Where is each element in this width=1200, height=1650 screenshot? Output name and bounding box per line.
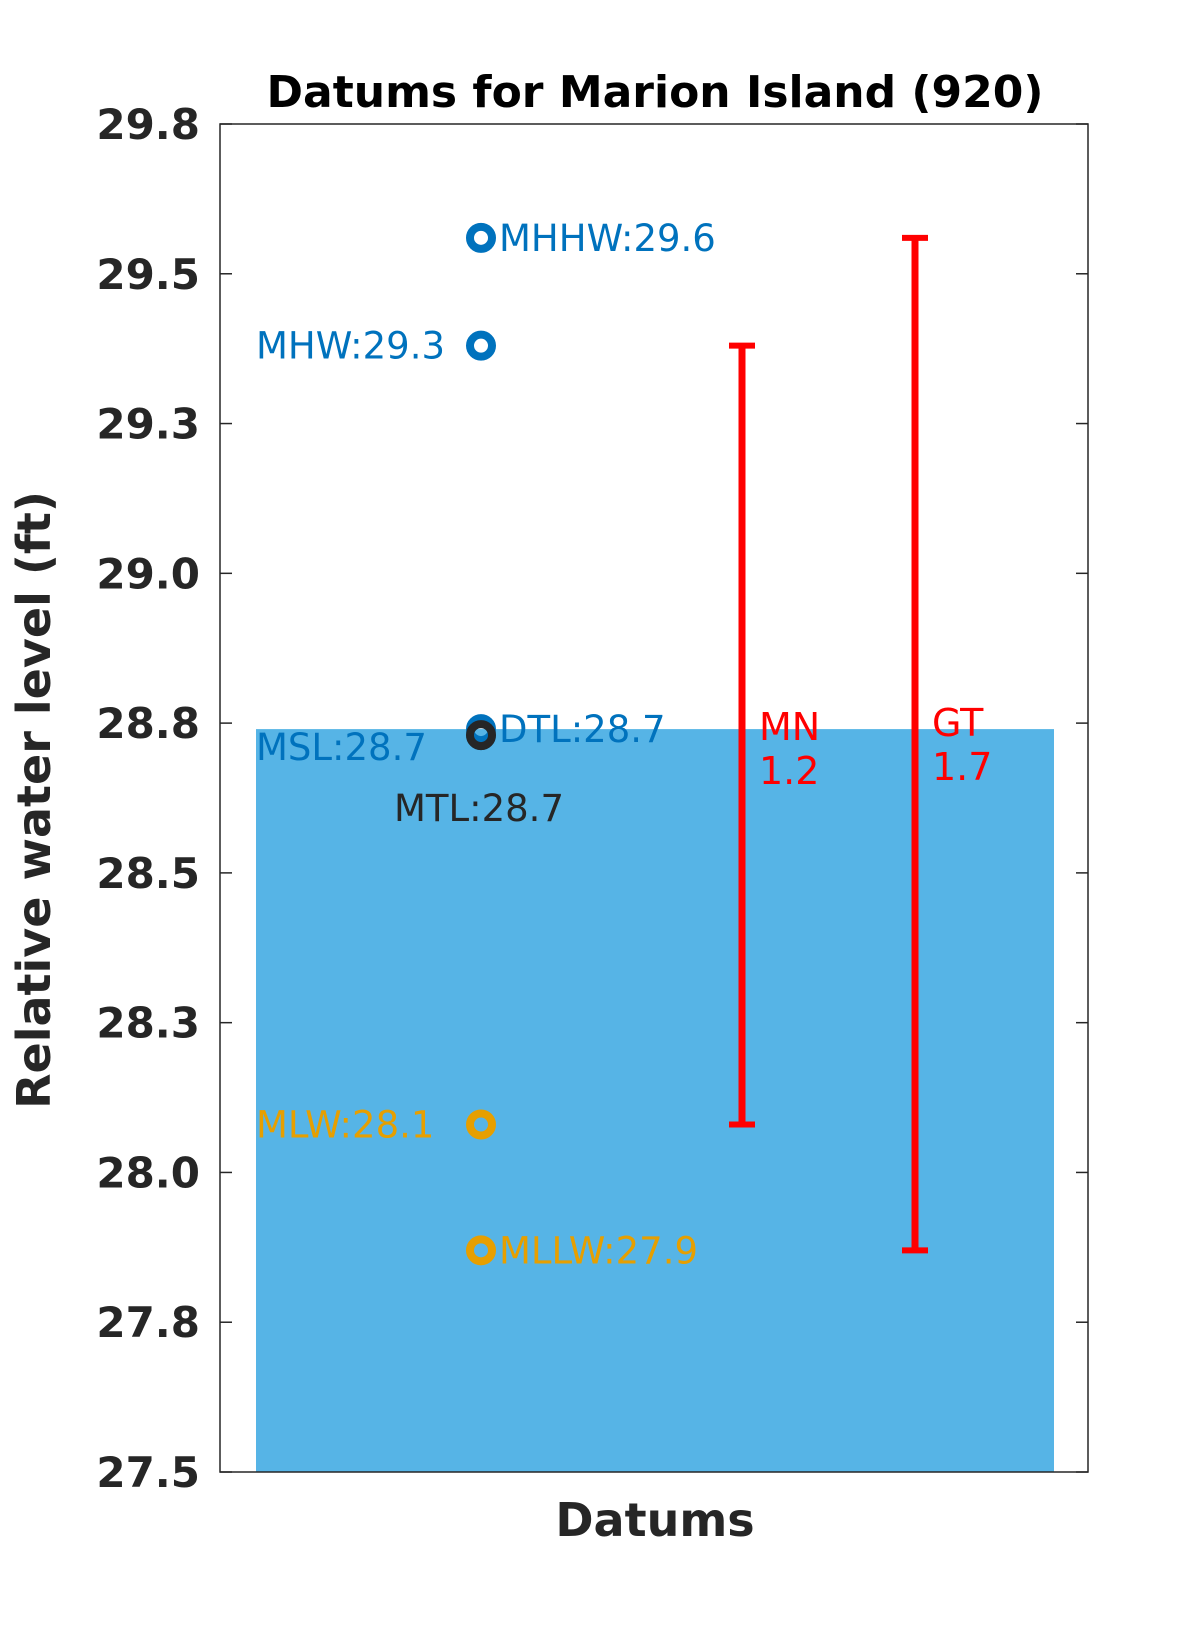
range-bars: MN1.2 GT1.7 — [729, 234, 992, 1254]
y-tick-label: 28.0 — [96, 1148, 200, 1197]
x-axis-label: Datums — [555, 1493, 754, 1547]
y-tick-label: 28.5 — [96, 849, 200, 898]
datum-label-mhw: MHW:29.3 — [256, 325, 445, 368]
y-tick-label: 29.8 — [96, 100, 200, 149]
range-name-label: MN — [759, 705, 820, 749]
range-name-label: GT — [932, 701, 984, 745]
y-tick-label: 28.3 — [96, 999, 200, 1048]
datum-label-mhhw: MHHW:29.6 — [499, 217, 716, 260]
datum-marker-mllw — [466, 1235, 496, 1266]
datum-label-dtl: DTL:28.7 — [499, 708, 666, 751]
datum-marker-mhhw — [466, 222, 496, 253]
datum-labels: MHHW:29.6 MHW:29.3 DTL:28.7 MSL:28.7 MTL:28.… — [256, 217, 716, 1272]
chart-title: Datums for Marion Island (920) — [267, 67, 1044, 118]
datum-marker-mhw — [466, 330, 496, 361]
datum-marker-mlw — [466, 1109, 496, 1140]
y-tick-label: 29.0 — [96, 549, 200, 598]
datum-label-mtl: MTL:28.7 — [394, 787, 564, 830]
datum-label-mllw: MLLW:27.9 — [499, 1229, 698, 1272]
datum-markers — [466, 222, 496, 1266]
datum-marker-mtl — [466, 720, 496, 751]
range-value-label: 1.2 — [759, 749, 819, 793]
y-tick-label: 29.5 — [96, 250, 200, 299]
y-tick-label: 29.3 — [96, 400, 200, 449]
plot-frame — [219, 123, 1089, 1473]
water-level-fill — [256, 729, 1054, 1472]
y-tick-label: 28.8 — [96, 699, 200, 748]
y-tick-label: 27.8 — [96, 1298, 200, 1347]
range-value-label: 1.7 — [932, 745, 992, 789]
y-axis: 27.5 27.8 28.0 28.3 28.5 28.8 29.0 29.3 29.5 29.8 — [96, 100, 1088, 1497]
datum-label-msl: MSL:28.7 — [256, 726, 427, 769]
datum-label-mlw: MLW:28.1 — [256, 1104, 434, 1147]
y-tick-label: 27.5 — [96, 1448, 200, 1497]
y-axis-label: Relative water level (ft) — [7, 491, 61, 1109]
